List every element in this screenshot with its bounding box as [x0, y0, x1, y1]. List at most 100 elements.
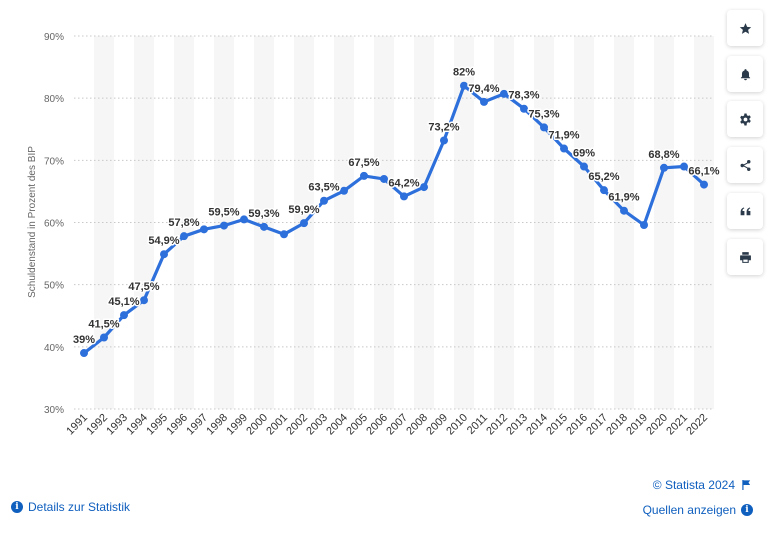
series-points	[80, 81, 708, 358]
data-label: 75,3%	[528, 108, 559, 120]
data-point[interactable]	[240, 215, 248, 224]
cite-button[interactable]	[727, 193, 763, 229]
settings-button[interactable]	[727, 101, 763, 137]
data-point[interactable]	[500, 89, 508, 98]
column-band	[574, 36, 594, 409]
column-band	[94, 36, 114, 409]
copyright-notice[interactable]: © Statista 2024	[653, 478, 751, 492]
data-point[interactable]	[340, 186, 348, 195]
data-label: 71,9%	[548, 130, 579, 142]
data-point[interactable]	[200, 225, 208, 234]
bell-icon	[740, 68, 750, 80]
x-tick-label: 2013	[504, 412, 530, 438]
x-tick-label: 1991	[64, 412, 90, 438]
data-point[interactable]	[360, 171, 368, 180]
x-tick-label: 2007	[384, 412, 410, 438]
data-label: 68,8%	[648, 149, 679, 161]
data-label: 47,5%	[128, 281, 159, 293]
data-label: 73,2%	[428, 121, 459, 133]
data-label: 64,2%	[388, 177, 419, 189]
column-band	[334, 36, 354, 409]
column-band	[254, 36, 274, 409]
data-point[interactable]	[400, 192, 408, 201]
column-band	[454, 36, 474, 409]
share-icon	[740, 159, 750, 171]
data-point[interactable]	[220, 221, 228, 230]
data-point[interactable]	[140, 296, 148, 305]
column-band	[654, 36, 674, 409]
column-band	[174, 36, 194, 409]
data-point[interactable]	[600, 186, 608, 195]
data-point[interactable]	[640, 220, 648, 229]
favorite-button[interactable]	[727, 10, 763, 46]
data-point[interactable]	[480, 97, 488, 106]
data-label: 45,1%	[108, 296, 139, 308]
column-band	[614, 36, 634, 409]
data-point[interactable]	[560, 144, 568, 153]
data-point[interactable]	[120, 311, 128, 320]
data-point[interactable]	[440, 136, 448, 145]
y-tick-label: 60%	[44, 219, 64, 230]
data-point[interactable]	[160, 250, 168, 259]
data-point[interactable]	[300, 219, 308, 228]
x-tick-label: 2020	[644, 412, 670, 438]
x-tick-label: 2004	[324, 412, 350, 438]
data-point[interactable]	[380, 174, 388, 183]
data-point[interactable]	[620, 206, 628, 215]
y-axis-ticks: 30% 40% 50% 60% 70% 80% 90%	[44, 32, 64, 416]
column-band	[694, 36, 714, 409]
x-tick-label: 2012	[484, 412, 510, 438]
data-label: 41,5%	[88, 319, 119, 331]
x-tick-label: 1997	[184, 412, 210, 438]
data-point[interactable]	[420, 183, 428, 192]
grid-lines	[74, 35, 714, 410]
x-tick-label: 2005	[344, 412, 370, 438]
x-tick-label: 1994	[124, 412, 150, 438]
x-tick-label: 2016	[564, 412, 590, 438]
data-point[interactable]	[280, 230, 288, 239]
x-tick-label: 2017	[584, 412, 610, 438]
gear-icon	[739, 113, 751, 125]
column-band	[374, 36, 394, 409]
details-link[interactable]: i Details zur Statistik	[11, 500, 130, 514]
data-point[interactable]	[660, 163, 668, 172]
x-tick-label: 2000	[244, 412, 270, 438]
data-point[interactable]	[700, 180, 708, 189]
share-button[interactable]	[727, 147, 763, 183]
y-tick-label: 70%	[44, 156, 64, 167]
x-tick-label: 2018	[604, 412, 630, 438]
data-point[interactable]	[80, 349, 88, 358]
data-point[interactable]	[180, 232, 188, 241]
data-label: 61,9%	[608, 192, 639, 204]
data-point[interactable]	[540, 123, 548, 132]
data-label: 63,5%	[308, 182, 339, 194]
x-tick-label: 2002	[284, 412, 310, 438]
quote-icon	[740, 206, 750, 215]
y-axis-label: Schuldenstand in Prozent des BIP	[27, 146, 38, 298]
data-point[interactable]	[260, 222, 268, 231]
data-label: 79,4%	[468, 83, 499, 95]
y-tick-label: 80%	[44, 94, 64, 105]
x-tick-label: 2009	[424, 412, 450, 438]
print-button[interactable]	[727, 239, 763, 275]
data-label: 57,8%	[168, 217, 199, 229]
data-point[interactable]	[460, 81, 468, 90]
flag-icon	[742, 480, 751, 490]
data-label: 82%	[453, 67, 475, 79]
star-icon	[739, 22, 751, 34]
data-point[interactable]	[680, 162, 688, 171]
data-point[interactable]	[100, 333, 108, 342]
x-tick-label: 2001	[264, 412, 290, 438]
data-point[interactable]	[520, 104, 528, 113]
notification-button[interactable]	[727, 56, 763, 92]
data-label: 54,9%	[148, 235, 179, 247]
x-tick-label: 2003	[304, 412, 330, 438]
x-tick-label: 1999	[224, 412, 250, 438]
data-point[interactable]	[580, 162, 588, 171]
data-label: 59,9%	[288, 204, 319, 216]
sources-link[interactable]: Quellen anzeigen i	[643, 503, 753, 517]
column-band	[414, 36, 434, 409]
x-tick-label: 1998	[204, 412, 230, 438]
data-point[interactable]	[320, 196, 328, 205]
x-tick-label: 2015	[544, 412, 570, 438]
